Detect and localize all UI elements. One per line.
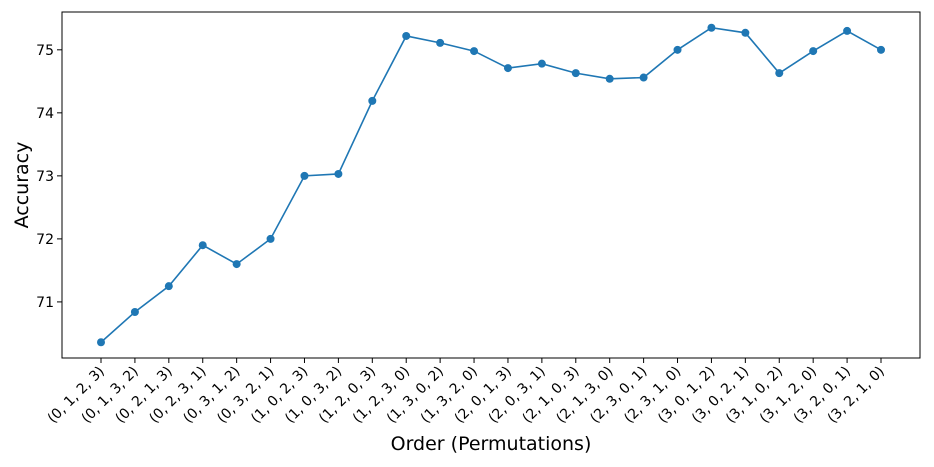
data-point bbox=[639, 73, 648, 82]
data-point bbox=[266, 234, 275, 243]
data-point bbox=[300, 171, 309, 180]
data-point bbox=[164, 282, 173, 291]
data-point bbox=[503, 64, 512, 73]
data-point bbox=[741, 28, 750, 37]
y-tick-label: 75 bbox=[36, 43, 54, 59]
data-point bbox=[537, 59, 546, 68]
data-point bbox=[368, 96, 377, 105]
data-point bbox=[334, 169, 343, 178]
data-point bbox=[402, 31, 411, 40]
y-axis-label: Accuracy bbox=[11, 142, 33, 229]
data-point bbox=[130, 307, 139, 316]
data-point bbox=[605, 74, 614, 83]
data-point bbox=[198, 241, 207, 250]
data-point bbox=[673, 45, 682, 54]
data-line bbox=[100, 26, 882, 343]
data-point bbox=[707, 23, 716, 32]
x-axis-label: Order (Permutations) bbox=[391, 433, 592, 455]
data-point bbox=[97, 338, 105, 347]
data-point bbox=[436, 38, 445, 47]
y-tick-label: 72 bbox=[36, 232, 54, 248]
data-point bbox=[775, 69, 784, 78]
y-tick-label: 73 bbox=[36, 169, 54, 185]
data-point bbox=[843, 26, 852, 35]
data-point bbox=[809, 47, 818, 56]
y-tick-label: 71 bbox=[36, 295, 54, 311]
data-point bbox=[232, 260, 241, 269]
data-point bbox=[877, 45, 885, 54]
y-tick-label: 74 bbox=[36, 106, 54, 122]
data-point bbox=[571, 69, 580, 78]
plot-frame bbox=[61, 11, 921, 359]
data-point bbox=[470, 47, 479, 56]
